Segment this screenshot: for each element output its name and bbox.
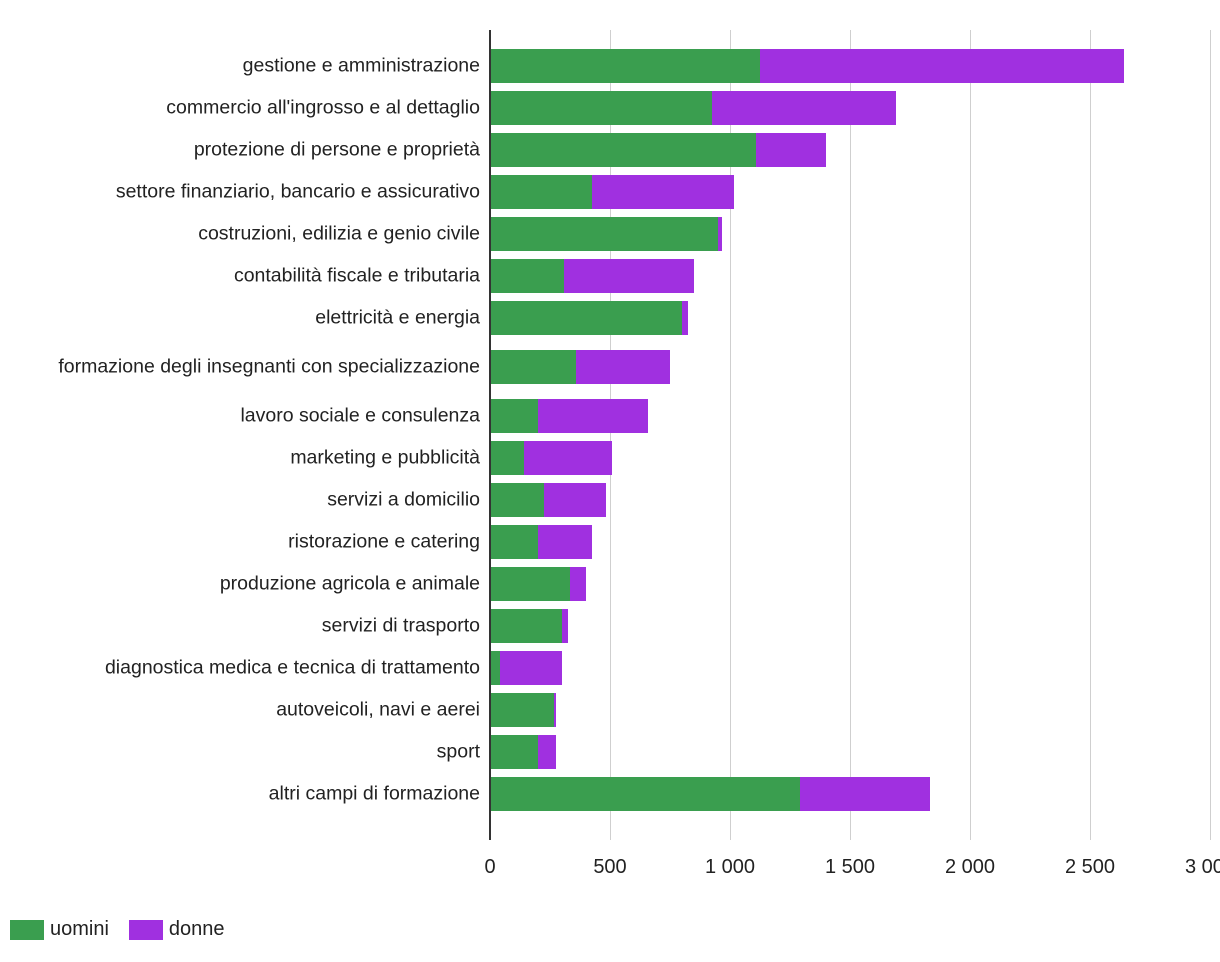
bar-donne [538, 735, 556, 769]
bar-donne [760, 49, 1125, 83]
category-label: costruzioni, edilizia e genio civile [198, 222, 480, 245]
bar-uomini [490, 175, 592, 209]
category-label: protezione di persone e proprietà [193, 138, 480, 161]
legend-label: donne [168, 918, 225, 940]
gridline [1090, 30, 1091, 840]
category-label: marketing e pubblicità [290, 446, 480, 469]
bar-uomini [490, 49, 760, 83]
bar-donne [575, 350, 670, 384]
bar-donne [538, 525, 592, 559]
bar-uomini [490, 91, 712, 125]
category-label: servizi a domicilio [327, 488, 480, 511]
bar-donne [800, 777, 930, 811]
bar-donne [538, 399, 648, 433]
bar-uomini [490, 441, 525, 475]
bar-donne [712, 91, 897, 125]
bar-uomini [490, 399, 538, 433]
bar-donne [569, 567, 586, 601]
category-label: commercio all'ingrosso e al dettaglio [166, 96, 480, 119]
category-label: gestione e amministrazione [242, 54, 480, 77]
legend-swatch [128, 919, 163, 940]
category-label: sport [436, 740, 480, 763]
bar-uomini [490, 259, 564, 293]
bar-donne [544, 483, 606, 517]
bar-uomini [490, 651, 501, 685]
x-tick-label: 1 500 [824, 856, 876, 878]
bar-uomini [490, 735, 538, 769]
gridline [850, 30, 851, 840]
x-tick-label: 0 [484, 856, 496, 878]
x-tick-label: 500 [593, 856, 627, 878]
legend: uomini donne [10, 918, 245, 941]
category-label: settore finanziario, bancario e assicura… [115, 180, 480, 203]
bar-uomini [490, 525, 538, 559]
legend-item-donne: donne [128, 918, 225, 941]
bar-donne [682, 301, 688, 335]
x-tick-label: 1 000 [704, 856, 756, 878]
bar-donne [755, 133, 826, 167]
bar-uomini [490, 693, 555, 727]
bar-uomini [490, 777, 801, 811]
bar-donne [554, 693, 556, 727]
bar-donne [500, 651, 562, 685]
x-tick-label: 2 000 [944, 856, 996, 878]
bar-uomini [490, 301, 682, 335]
bar-uomini [490, 217, 718, 251]
x-tick-label: 3 000 [1184, 856, 1220, 878]
y-axis-line [489, 30, 491, 840]
gridline [730, 30, 731, 840]
legend-item-uomini: uomini [10, 918, 109, 941]
legend-label: uomini [50, 918, 109, 940]
category-label: formazione degli insegnanti con speciali… [58, 355, 480, 378]
gridline [1210, 30, 1211, 840]
bar-donne [562, 609, 568, 643]
bar-uomini [490, 483, 544, 517]
bar-uomini [490, 609, 562, 643]
bar-uomini [490, 133, 756, 167]
bar-donne [524, 441, 612, 475]
bar-donne [718, 217, 723, 251]
gridline [610, 30, 611, 840]
bar-uomini [490, 567, 570, 601]
category-label: servizi di trasporto [321, 614, 480, 637]
category-label: altri campi di formazione [268, 782, 480, 805]
category-label: contabilità fiscale e tributaria [233, 264, 480, 287]
category-label: lavoro sociale e consulenza [240, 404, 480, 427]
bar-uomini [490, 350, 576, 384]
category-label: diagnostica medica e tecnica di trattame… [104, 656, 480, 679]
category-label: produzione agricola e animale [219, 572, 480, 595]
category-label: autoveicoli, navi e aerei [276, 698, 480, 721]
bar-donne [563, 259, 694, 293]
bar-donne [592, 175, 735, 209]
x-tick-label: 2 500 [1064, 856, 1116, 878]
category-label: elettricità e energia [315, 306, 480, 329]
legend-swatch [10, 919, 44, 940]
category-label: ristorazione e catering [288, 530, 480, 553]
gridline [970, 30, 971, 840]
